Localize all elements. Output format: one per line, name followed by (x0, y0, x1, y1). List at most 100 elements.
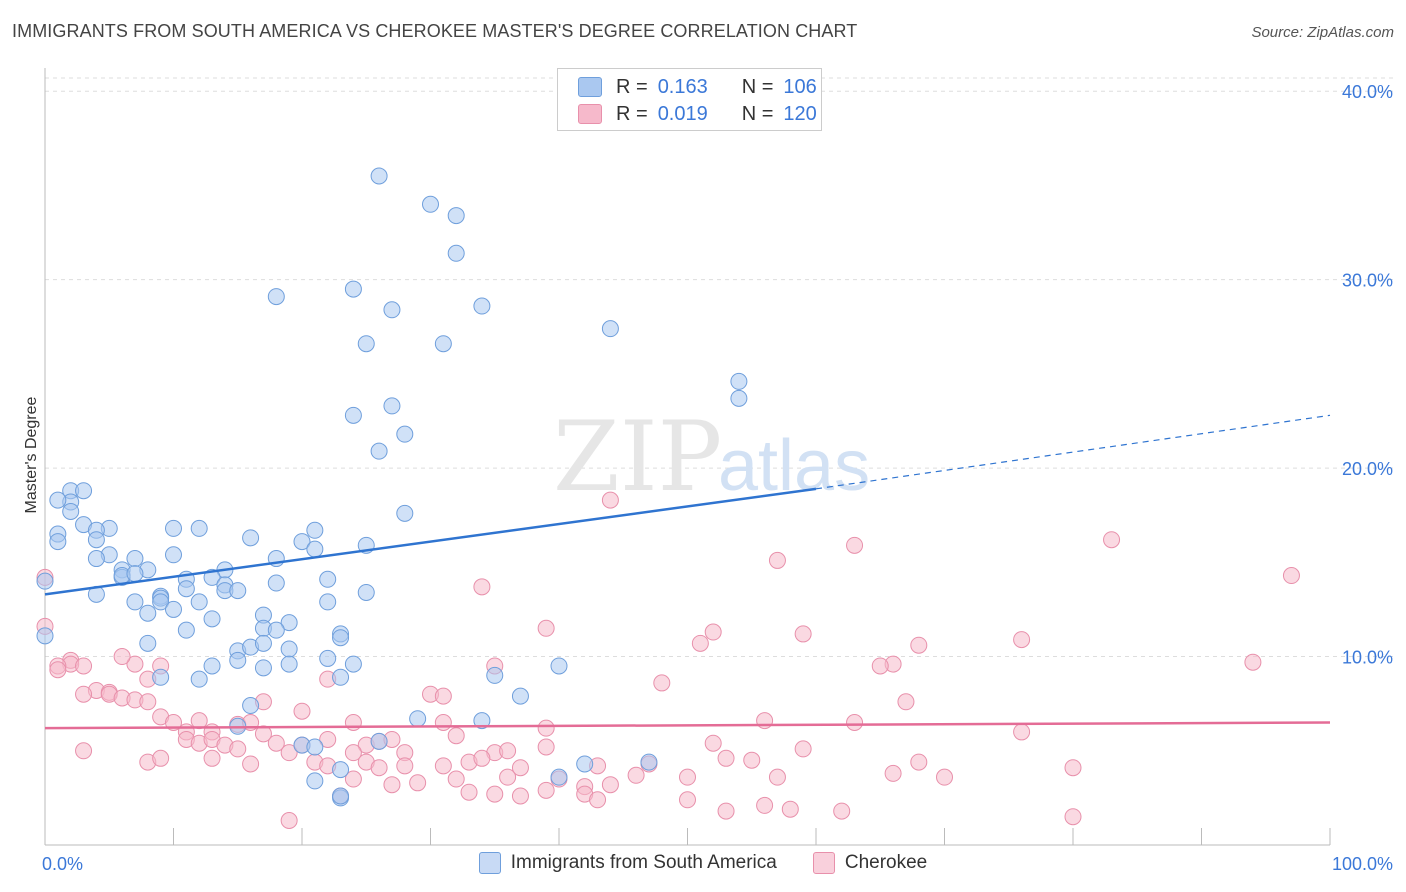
watermark-atlas: atlas (718, 426, 870, 506)
cherokee-point (280, 744, 298, 762)
immigrants-point (306, 540, 324, 558)
immigrants-point (306, 738, 324, 756)
cherokee-point (499, 742, 517, 760)
cherokee-point (152, 749, 170, 767)
immigrants-point (203, 568, 221, 586)
immigrants-point (730, 372, 748, 390)
y-tick-label: 40.0% (1342, 82, 1393, 102)
immigrants-point (229, 582, 247, 600)
immigrants-point (332, 668, 350, 686)
cherokee-point (627, 766, 645, 784)
legend-r-value: 0.019 (657, 102, 708, 125)
immigrants-point (190, 519, 208, 537)
immigrants-point (165, 546, 182, 564)
immigrants-point (486, 666, 504, 684)
series-legend: Immigrants from South America Cherokee (0, 852, 1406, 874)
immigrants-point (126, 550, 144, 568)
series-legend-cherokee: Cherokee (812, 852, 928, 874)
cherokee-point (460, 783, 478, 801)
cherokee-point (679, 768, 696, 786)
cherokee-point (1064, 759, 1082, 777)
cherokee-point (511, 787, 529, 805)
immigrants-point (447, 244, 465, 262)
immigrants-point (229, 651, 247, 669)
immigrants-point (242, 529, 260, 547)
cherokee-point (704, 734, 722, 752)
immigrants-point (177, 580, 195, 598)
immigrants-trend-line (44, 487, 817, 596)
cherokee-points (36, 491, 1300, 830)
immigrants-point (280, 640, 298, 658)
cherokee-point (794, 740, 812, 758)
cherokee-point (242, 755, 260, 773)
cherokee-point (344, 714, 362, 732)
immigrants-point (267, 621, 285, 639)
immigrants-point (203, 610, 221, 628)
immigrants-point (152, 593, 170, 611)
immigrants-point (139, 604, 157, 622)
immigrants-point (422, 195, 439, 213)
cherokee-point (679, 791, 696, 809)
immigrants-point (306, 521, 324, 539)
legend-n-value: 106 (783, 75, 817, 98)
immigrants-trend-extension (815, 414, 1331, 490)
cherokee-point (370, 759, 388, 777)
cherokee-point (1013, 631, 1031, 649)
cherokee-point (910, 753, 928, 771)
cherokee-point (409, 774, 427, 792)
immigrants-point (576, 755, 594, 773)
immigrants-point (177, 621, 195, 639)
immigrants-point (254, 659, 272, 677)
immigrants-point (190, 593, 208, 611)
cherokee-point (486, 785, 504, 803)
immigrants-point (319, 593, 337, 611)
immigrants-point (126, 593, 144, 611)
immigrants-point (87, 531, 105, 549)
cherokee-point (113, 648, 131, 666)
immigrants-point (473, 712, 491, 730)
immigrants-point (267, 574, 285, 592)
cherokee-point (499, 768, 517, 786)
cherokee-point (434, 687, 452, 705)
immigrants-point (370, 442, 388, 460)
cherokee-point (846, 714, 864, 732)
legend-n-value: 120 (783, 102, 817, 125)
immigrants-point (62, 502, 80, 520)
cherokee-point (601, 491, 619, 509)
cherokee-point (1244, 653, 1262, 671)
immigrants-point (319, 570, 337, 588)
legend-row-immigrants: R = 0.163 N = 106 (578, 75, 817, 99)
x-tick-label-min: 0.0% (42, 854, 83, 874)
cherokee-point (1103, 531, 1121, 549)
cherokee-point (267, 734, 285, 752)
cherokee-point (537, 719, 555, 737)
immigrants-point (550, 657, 568, 675)
series-label-cherokee: Cherokee (844, 852, 928, 873)
legend-swatch-blue (578, 77, 602, 97)
immigrants-point (370, 732, 388, 750)
cherokee-point (434, 714, 452, 732)
cherokee-point (743, 751, 761, 769)
immigrants-point (396, 504, 414, 522)
watermark: ZIP atlas (553, 401, 870, 513)
immigrants-point (75, 482, 93, 500)
immigrants-point (36, 572, 54, 590)
series-swatch-pink (812, 852, 835, 874)
source-credit: Source: ZipAtlas.com (1251, 24, 1394, 41)
immigrants-point (357, 583, 375, 601)
immigrants-point (152, 668, 170, 686)
immigrants-point (49, 491, 67, 509)
immigrants-point (344, 280, 362, 298)
cherokee-point (768, 551, 786, 569)
immigrants-point (383, 301, 401, 319)
immigrants-point (280, 614, 298, 632)
cherokee-point (537, 619, 555, 637)
immigrants-point (126, 565, 144, 583)
axes (44, 68, 1331, 846)
legend: R = 0.163 N = 106 R = 0.019 N = 120 (557, 68, 822, 131)
tick-labels: 10.0% 20.0% 30.0% 40.0% 0.0% 100.0% (42, 82, 1393, 874)
immigrants-point (267, 288, 285, 306)
immigrants-point (447, 207, 465, 225)
cherokee-point (396, 757, 414, 775)
